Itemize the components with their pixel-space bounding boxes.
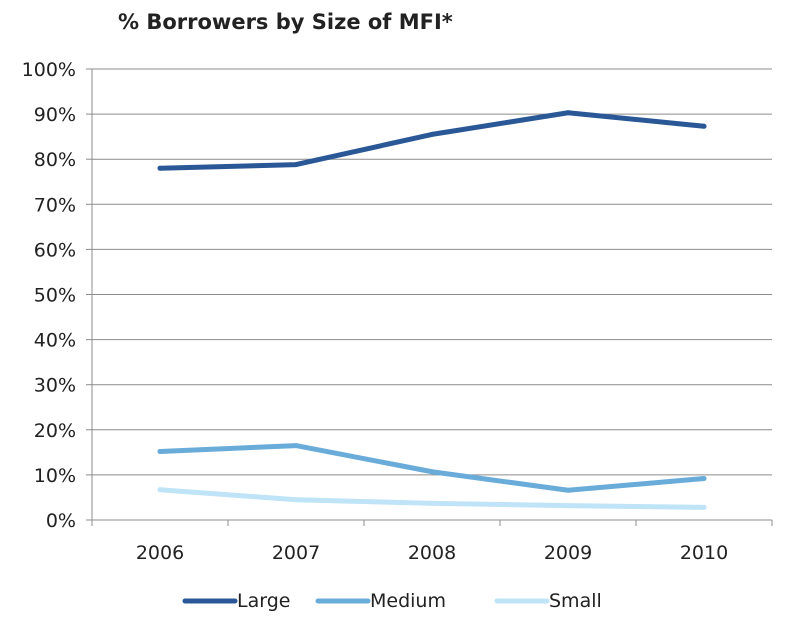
x-tick-label: 2007 <box>272 542 320 564</box>
data-point-large <box>565 110 571 116</box>
data-point-large <box>701 123 707 129</box>
data-point-medium <box>701 476 707 482</box>
data-point-medium <box>157 448 163 454</box>
data-point-large <box>429 131 435 137</box>
x-tick-label: 2009 <box>544 542 592 564</box>
y-tick-label: 20% <box>34 420 76 442</box>
y-tick-label: 40% <box>34 330 76 352</box>
y-tick-label: 80% <box>34 149 76 171</box>
data-point-large <box>293 162 299 168</box>
data-point-small <box>157 487 163 493</box>
legend-label-medium: Medium <box>370 590 446 612</box>
series-line-large <box>157 110 707 171</box>
data-point-small <box>429 500 435 506</box>
y-tick-label: 0% <box>46 510 76 532</box>
y-tick-label: 90% <box>34 104 76 126</box>
y-tick-label: 100% <box>22 59 76 81</box>
x-tick-label: 2010 <box>680 542 728 564</box>
y-tick-label: 70% <box>34 194 76 216</box>
x-tick-label: 2008 <box>408 542 456 564</box>
x-tick-label: 2006 <box>136 542 184 564</box>
legend-label-small: Small <box>549 590 602 612</box>
legend-label-large: Large <box>237 590 290 612</box>
series-line-medium <box>157 443 707 493</box>
y-tick-label: 50% <box>34 285 76 307</box>
data-point-small <box>293 497 299 503</box>
y-tick-label: 10% <box>34 465 76 487</box>
data-point-medium <box>565 487 571 493</box>
y-tick-label: 60% <box>34 239 76 261</box>
data-point-medium <box>429 469 435 475</box>
chart-title: % Borrowers by Size of MFI* <box>118 10 453 34</box>
data-point-medium <box>293 443 299 449</box>
data-point-small <box>565 503 571 509</box>
data-point-large <box>157 165 163 171</box>
y-tick-label: 30% <box>34 375 76 397</box>
data-point-small <box>701 504 707 510</box>
